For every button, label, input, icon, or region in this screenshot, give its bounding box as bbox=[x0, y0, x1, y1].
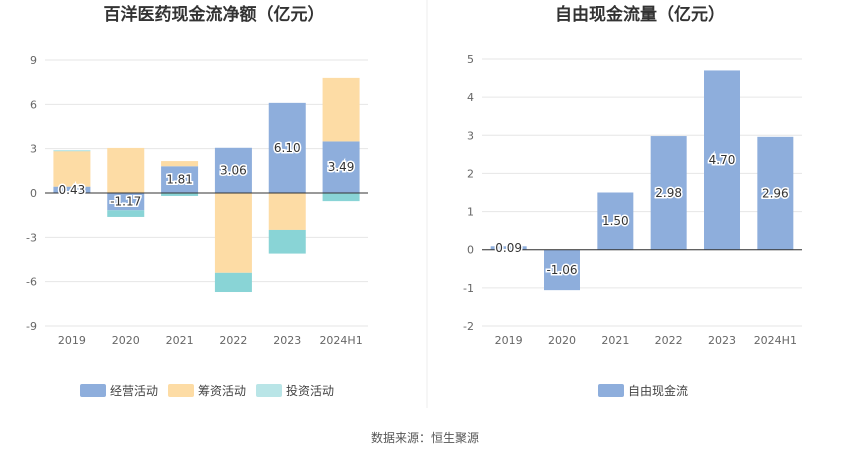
left-y-tick-label: 9 bbox=[30, 54, 37, 67]
bar-operating bbox=[53, 186, 91, 193]
left-x-tick-label: 2023 bbox=[273, 334, 301, 347]
right-y-tick-label: -2 bbox=[463, 320, 474, 333]
legend-label: 经营活动 bbox=[110, 384, 158, 398]
fcf-data-label: 2.96 bbox=[762, 186, 789, 200]
operating-data-label: 3.06 bbox=[220, 163, 247, 177]
bar-financing bbox=[322, 77, 360, 142]
bar-financing bbox=[214, 193, 252, 273]
left-y-tick-label: -6 bbox=[26, 276, 37, 289]
bar-operating bbox=[107, 193, 145, 211]
operating-data-label: 1.81 bbox=[166, 173, 193, 187]
fcf-data-label: 2.98 bbox=[655, 186, 682, 200]
left-y-tick-label: 0 bbox=[30, 187, 37, 200]
bar-investing bbox=[214, 272, 252, 293]
left-y-tick-label: 6 bbox=[30, 98, 37, 111]
left-x-tick-label: 2019 bbox=[58, 334, 86, 347]
right-y-tick-label: 2 bbox=[467, 167, 474, 180]
bar-operating bbox=[268, 102, 306, 193]
bar-free-cashflow bbox=[490, 246, 527, 250]
legend-label: 投资活动 bbox=[286, 383, 334, 398]
right-x-tick-label: 2019 bbox=[495, 334, 523, 347]
left-y-tick-label: -9 bbox=[26, 320, 37, 333]
bar-free-cashflow bbox=[757, 136, 794, 250]
left-y-tick-label: -3 bbox=[26, 231, 37, 244]
legend-swatch bbox=[256, 384, 282, 397]
left-x-tick-label: 2024H1 bbox=[319, 334, 362, 347]
legend-swatch bbox=[80, 384, 106, 397]
operating-data-label: -1.17 bbox=[110, 195, 141, 209]
bar-investing bbox=[53, 150, 91, 152]
right-y-tick-label: 1 bbox=[467, 206, 474, 219]
right-chart-title: 自由现金流量（亿元） bbox=[555, 4, 725, 25]
left-y-tick-label: 3 bbox=[30, 143, 37, 156]
fcf-data-label: 1.50 bbox=[602, 214, 629, 228]
bar-financing bbox=[268, 193, 306, 230]
bar-financing bbox=[161, 161, 199, 167]
data-source-note: 数据来源：恒生聚源 bbox=[371, 430, 479, 445]
bar-free-cashflow bbox=[597, 192, 634, 250]
bar-free-cashflow bbox=[544, 249, 580, 291]
bar-free-cashflow bbox=[650, 136, 687, 250]
bar-investing bbox=[161, 193, 199, 196]
right-x-tick-label: 2020 bbox=[548, 334, 576, 347]
bar-financing bbox=[107, 147, 145, 193]
right-y-tick-label: 5 bbox=[467, 53, 474, 66]
legend-label: 筹资活动 bbox=[198, 384, 246, 398]
right-x-tick-label: 2021 bbox=[601, 334, 629, 347]
bar-operating bbox=[214, 147, 252, 193]
fcf-data-label: 4.70 bbox=[709, 153, 736, 167]
bar-financing bbox=[53, 151, 91, 187]
left-x-tick-label: 2020 bbox=[112, 334, 140, 347]
legend-swatch bbox=[168, 384, 194, 397]
left-x-tick-label: 2022 bbox=[219, 334, 247, 347]
right-x-tick-label: 2022 bbox=[655, 334, 683, 347]
bar-operating bbox=[322, 141, 360, 193]
bar-investing bbox=[268, 229, 306, 254]
bar-free-cashflow bbox=[704, 70, 740, 250]
bar-operating bbox=[161, 166, 199, 193]
legend-swatch bbox=[598, 384, 624, 397]
fcf-data-label: -1.06 bbox=[546, 263, 577, 277]
bar-investing bbox=[107, 210, 145, 217]
bar-investing bbox=[322, 193, 360, 202]
operating-data-label: 0.43 bbox=[59, 183, 86, 197]
free-cashflow-chart: 自由现金流量（亿元） 5 4 3 2 1 0 -1 -2 2019 2020 2021 2022 202… bbox=[463, 4, 802, 398]
fcf-data-label: 0.09 bbox=[495, 241, 522, 255]
left-x-tick-label: 2021 bbox=[166, 334, 194, 347]
left-chart-title: 百洋医药现金流净额（亿元） bbox=[104, 4, 325, 25]
right-y-tick-label: 4 bbox=[467, 91, 474, 104]
legend-label: 自由现金流 bbox=[628, 383, 688, 398]
right-x-tick-label: 2024H1 bbox=[754, 334, 797, 347]
right-y-tick-label: 0 bbox=[467, 244, 474, 257]
right-x-tick-label: 2023 bbox=[708, 334, 736, 347]
right-y-tick-label: 3 bbox=[467, 129, 474, 142]
cashflow-net-chart: 百洋医药现金流净额（亿元） 9 6 3 0 -3 -6 -9 2019 2020 2021 2022… bbox=[26, 4, 368, 398]
operating-data-label: 6.10 bbox=[274, 141, 301, 155]
right-y-tick-label: -1 bbox=[463, 282, 474, 295]
operating-data-label: 3.49 bbox=[328, 160, 355, 174]
